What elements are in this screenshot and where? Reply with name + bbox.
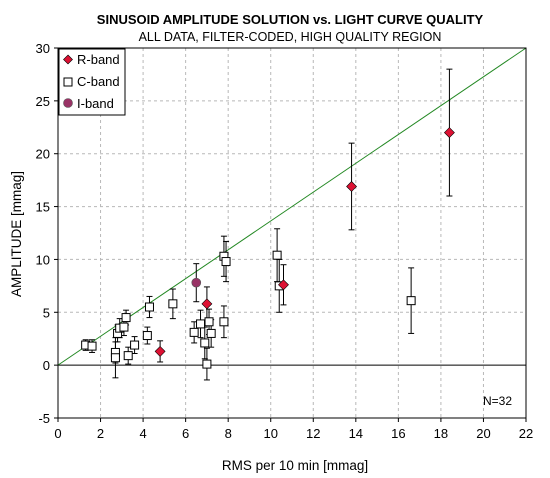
x-tick-label-2: 2 xyxy=(97,426,104,441)
x-tick-label-8: 8 xyxy=(225,426,232,441)
x-tick-label-6: 6 xyxy=(182,426,189,441)
plot-frame xyxy=(57,47,527,419)
legend-i-band-label: I-band xyxy=(77,96,114,111)
x-tick-label-22: 22 xyxy=(519,426,533,441)
x-axis-label: RMS per 10 min [mmag] xyxy=(222,458,368,473)
r-band-point-4 xyxy=(443,127,455,138)
y-tick-label-10: 10 xyxy=(36,252,50,267)
legend: R-band C-band I-band xyxy=(58,48,126,116)
x-tick-label-12: 12 xyxy=(306,426,320,441)
y-tick-label-30: 30 xyxy=(36,41,50,56)
r-band-point-1 xyxy=(201,298,213,310)
plot-background xyxy=(58,48,526,418)
x-tick-label-10: 10 xyxy=(263,426,277,441)
data-markers xyxy=(81,127,455,369)
r-band-point-2 xyxy=(278,279,289,291)
legend-entry-c-band: C-band xyxy=(63,74,120,89)
c-band-point-10 xyxy=(142,331,152,341)
c-band-point-7 xyxy=(121,313,131,323)
legend-c-band-marker xyxy=(63,77,73,87)
y-axis-label: AMPLITUDE [mmag] xyxy=(9,171,24,297)
c-band-point-11 xyxy=(144,302,154,312)
c-band-point-21 xyxy=(219,317,229,327)
c-band-point-12 xyxy=(168,299,178,309)
c-band-point-6 xyxy=(119,322,129,332)
c-band-point-1 xyxy=(87,341,97,351)
c-band-point-24 xyxy=(406,296,416,306)
c-band-point-8 xyxy=(123,351,133,361)
c-band-point-13 xyxy=(189,327,199,337)
y-axis-ticks: -5 0 5 10 15 20 25 30 xyxy=(36,41,58,426)
c-band-point-3 xyxy=(110,353,120,363)
y-tick-label--5: -5 xyxy=(38,411,50,426)
x-axis-ticks: 0 2 4 6 8 10 12 14 16 18 20 22 xyxy=(54,418,533,441)
legend-i-band-marker xyxy=(63,98,73,108)
c-band-point-20 xyxy=(221,257,231,267)
legend-c-band-label: C-band xyxy=(77,74,120,89)
legend-r-band-label: R-band xyxy=(77,52,120,67)
y-tick-label-20: 20 xyxy=(36,147,50,162)
x-tick-label-14: 14 xyxy=(349,426,363,441)
y-tick-label-5: 5 xyxy=(43,305,50,320)
legend-r-band-marker xyxy=(63,54,73,65)
r-band-point-3 xyxy=(346,181,357,192)
c-band-point-22 xyxy=(272,250,282,260)
legend-entry-i-band: I-band xyxy=(63,96,114,111)
c-band-point-16 xyxy=(202,359,212,369)
reference-line xyxy=(57,47,527,366)
x-tick-label-4: 4 xyxy=(139,426,146,441)
sample-count-annotation: N=32 xyxy=(483,394,512,408)
error-bars xyxy=(82,68,453,381)
c-band-point-9 xyxy=(130,340,140,350)
c-band-point-14 xyxy=(196,319,206,329)
r-band-point-0 xyxy=(154,345,166,357)
grid-lines xyxy=(58,48,526,418)
chart-title: SINUSOID AMPLITUDE SOLUTION vs. LIGHT CU… xyxy=(97,12,484,27)
y-tick-label-15: 15 xyxy=(36,200,50,215)
x-tick-label-16: 16 xyxy=(391,426,405,441)
chart-subtitle: ALL DATA, FILTER-CODED, HIGH QUALITY REG… xyxy=(139,30,442,44)
x-tick-label-18: 18 xyxy=(434,426,448,441)
y-tick-label-25: 25 xyxy=(36,94,50,109)
y-tick-label-0: 0 xyxy=(43,358,50,373)
i-band-point-0 xyxy=(191,277,202,288)
c-band-point-17 xyxy=(204,317,214,327)
x-tick-label-0: 0 xyxy=(54,426,61,441)
c-band-point-18 xyxy=(206,328,216,338)
c-band-point-15 xyxy=(200,338,210,348)
legend-entry-r-band: R-band xyxy=(63,52,120,67)
x-tick-label-20: 20 xyxy=(476,426,490,441)
plot-area xyxy=(57,47,527,419)
